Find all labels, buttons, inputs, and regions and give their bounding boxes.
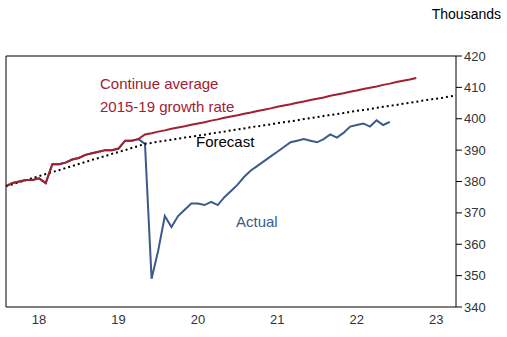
html-text:Thousands: Thousands xyxy=(431,6,501,22)
svg-text:21: 21 xyxy=(270,312,284,327)
svg-text:18: 18 xyxy=(32,312,46,327)
svg-text:360: 360 xyxy=(464,237,486,252)
svg-text:19: 19 xyxy=(111,312,125,327)
svg-text:420: 420 xyxy=(464,49,486,64)
svg-text:22: 22 xyxy=(350,312,364,327)
html-text:Actual: Actual xyxy=(236,213,278,230)
svg-text:23: 23 xyxy=(429,312,443,327)
svg-text:340: 340 xyxy=(464,300,486,315)
svg-text:20: 20 xyxy=(191,312,205,327)
html-text:Forecast: Forecast xyxy=(196,133,255,150)
svg-text:350: 350 xyxy=(464,268,486,283)
svg-text:390: 390 xyxy=(464,143,486,158)
svg-text:380: 380 xyxy=(464,174,486,189)
html-text:Continue average 2015-19 growt: Continue average 2015-19 growth rate xyxy=(100,75,235,115)
svg-text:370: 370 xyxy=(464,205,486,220)
svg-text:410: 410 xyxy=(464,80,486,95)
svg-text:400: 400 xyxy=(464,111,486,126)
